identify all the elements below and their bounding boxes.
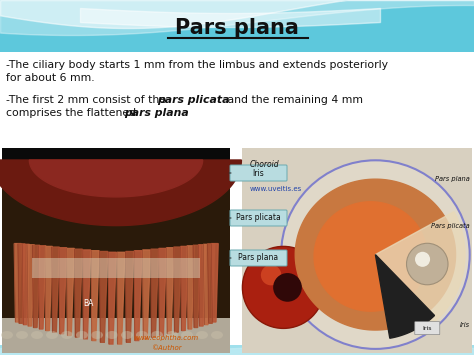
Ellipse shape <box>136 331 148 339</box>
Polygon shape <box>126 251 134 342</box>
Text: Pars plana: Pars plana <box>175 18 299 38</box>
Text: www.eophtha.com: www.eophtha.com <box>134 335 199 341</box>
Text: -The first 2 mm consist of the: -The first 2 mm consist of the <box>6 95 170 105</box>
Text: ©Author: ©Author <box>151 345 182 351</box>
Text: -The ciliary body starts 1 mm from the limbus and extends posteriorly: -The ciliary body starts 1 mm from the l… <box>6 60 388 70</box>
Polygon shape <box>29 160 203 197</box>
Text: www.uveitis.es: www.uveitis.es <box>250 186 302 192</box>
Polygon shape <box>159 248 166 335</box>
Ellipse shape <box>196 331 208 339</box>
Polygon shape <box>166 248 174 334</box>
Polygon shape <box>314 202 427 311</box>
Polygon shape <box>22 244 29 324</box>
Polygon shape <box>75 249 82 337</box>
Ellipse shape <box>1 331 13 339</box>
Bar <box>2 148 230 353</box>
Bar <box>0 0 474 52</box>
Text: Pars plana: Pars plana <box>435 176 470 182</box>
Text: Choroid: Choroid <box>250 160 280 169</box>
Text: Pars plicata: Pars plicata <box>431 223 470 229</box>
Text: pars plana: pars plana <box>124 108 189 118</box>
Bar <box>242 148 472 353</box>
Text: comprises the flattened: comprises the flattened <box>6 108 140 118</box>
Ellipse shape <box>46 331 58 339</box>
Polygon shape <box>134 251 142 340</box>
Ellipse shape <box>16 331 28 339</box>
Polygon shape <box>52 247 59 332</box>
Circle shape <box>242 246 324 328</box>
Bar <box>0 52 474 345</box>
Polygon shape <box>203 244 210 324</box>
Text: Iris: Iris <box>422 326 432 331</box>
Ellipse shape <box>211 331 223 339</box>
FancyBboxPatch shape <box>230 210 287 226</box>
Polygon shape <box>187 246 194 329</box>
Polygon shape <box>117 252 125 344</box>
Polygon shape <box>375 212 465 325</box>
Circle shape <box>281 160 470 349</box>
Polygon shape <box>193 245 201 328</box>
Ellipse shape <box>106 331 118 339</box>
Polygon shape <box>27 245 34 326</box>
Polygon shape <box>14 244 21 322</box>
Ellipse shape <box>31 331 43 339</box>
Ellipse shape <box>76 331 88 339</box>
Polygon shape <box>109 252 117 344</box>
Bar <box>2 148 230 160</box>
Bar <box>0 345 474 355</box>
Polygon shape <box>174 247 181 332</box>
Polygon shape <box>38 246 46 329</box>
Polygon shape <box>33 245 40 328</box>
Ellipse shape <box>91 331 103 339</box>
Polygon shape <box>18 244 25 323</box>
Polygon shape <box>67 248 74 335</box>
Ellipse shape <box>61 331 73 339</box>
Polygon shape <box>199 245 206 326</box>
Circle shape <box>407 243 448 285</box>
Polygon shape <box>91 251 99 340</box>
Text: pars plicata: pars plicata <box>157 95 229 105</box>
Polygon shape <box>0 160 241 225</box>
Text: Pars plana: Pars plana <box>238 253 279 262</box>
Ellipse shape <box>181 331 193 339</box>
Polygon shape <box>83 250 91 339</box>
Bar <box>2 318 230 353</box>
Text: BA: BA <box>83 299 94 307</box>
Polygon shape <box>45 246 52 331</box>
Polygon shape <box>100 251 108 342</box>
Polygon shape <box>208 244 215 323</box>
Ellipse shape <box>166 331 178 339</box>
Ellipse shape <box>121 331 133 339</box>
Text: for about 6 mm.: for about 6 mm. <box>6 73 95 83</box>
Text: Pars plicata: Pars plicata <box>236 213 281 223</box>
Polygon shape <box>375 255 435 338</box>
Text: and the remaining 4 mm: and the remaining 4 mm <box>224 95 363 105</box>
Polygon shape <box>295 179 456 330</box>
FancyBboxPatch shape <box>230 250 287 266</box>
Text: Iris: Iris <box>253 169 264 178</box>
Ellipse shape <box>151 331 163 339</box>
Polygon shape <box>211 244 218 322</box>
Polygon shape <box>143 250 150 339</box>
Circle shape <box>415 252 430 267</box>
Text: Iris: Iris <box>460 322 470 328</box>
Polygon shape <box>181 246 188 331</box>
FancyBboxPatch shape <box>415 322 440 335</box>
Circle shape <box>273 273 302 302</box>
FancyBboxPatch shape <box>230 165 287 181</box>
Polygon shape <box>59 248 67 334</box>
Polygon shape <box>151 249 159 337</box>
Circle shape <box>261 265 282 285</box>
Bar <box>32 258 200 278</box>
